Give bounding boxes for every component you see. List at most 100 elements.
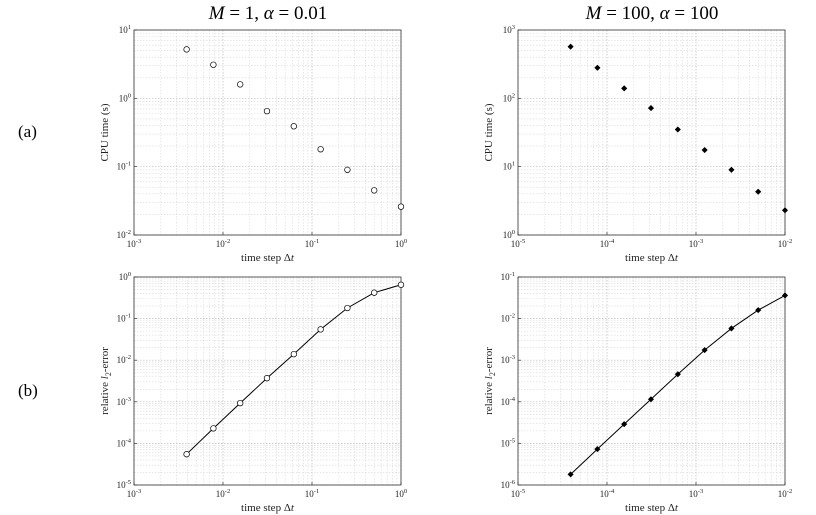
data-point <box>594 64 601 71</box>
y-tick-label: 100 <box>119 271 131 282</box>
data-point <box>397 281 405 288</box>
y-tick-label: 10-2 <box>117 354 131 365</box>
m-value: = 100, <box>606 3 655 24</box>
data-point <box>317 146 324 153</box>
grid <box>517 276 786 486</box>
data-point <box>674 371 681 378</box>
y-tick-label: 10-3 <box>117 396 131 407</box>
data-point <box>237 81 244 88</box>
y-tick-label: 103 <box>503 24 515 35</box>
data-point <box>210 61 217 68</box>
x-tick-label: 10-3 <box>689 488 703 499</box>
y-tick-label: 101 <box>503 161 515 172</box>
x-tick-label: 100 <box>395 488 407 499</box>
x-axis-label: time step Δt <box>625 252 679 264</box>
y-tick-label: 10-1 <box>117 161 131 172</box>
x-axis-label: time step Δt <box>625 502 679 514</box>
plot-frame <box>517 276 786 486</box>
x-tick-label: 10-4 <box>600 488 615 499</box>
m-symbol: M <box>208 3 225 24</box>
alpha-value: = 0.01 <box>278 3 328 24</box>
x-tick-label: 10-2 <box>216 488 230 499</box>
data-point <box>647 396 655 403</box>
y-tick-label: 10-1 <box>501 271 515 282</box>
x-axis-label: time step Δt <box>241 502 295 514</box>
data-point <box>317 326 324 333</box>
data-point <box>371 187 378 194</box>
tick-labels: 10-5 10-4 10-3 10-2 100 101 102 103 <box>503 24 792 249</box>
data-point <box>567 471 574 478</box>
column-title-left: M = 1, α = 0.01 <box>88 3 448 25</box>
data-point <box>183 46 190 53</box>
data-point <box>647 104 655 112</box>
x-tick-label: 100 <box>395 238 407 249</box>
y-tick-label: 10-2 <box>501 313 515 324</box>
alpha-value: = 100 <box>674 3 719 24</box>
alpha-symbol: α <box>263 3 274 24</box>
x-tick-label: 10-5 <box>511 238 525 249</box>
y-tick-label: 100 <box>503 229 515 240</box>
data-point <box>290 123 297 130</box>
x-tick-label: 10-1 <box>305 238 319 249</box>
data-point <box>183 451 190 458</box>
data-point <box>728 166 735 173</box>
data-point <box>263 375 271 382</box>
y-tick-label: 102 <box>503 92 515 103</box>
x-tick-label: 10-3 <box>127 488 141 499</box>
data-point <box>728 325 735 332</box>
data-point <box>781 207 789 214</box>
x-tick-label: 10-3 <box>689 238 703 249</box>
alpha-symbol: α <box>659 3 670 24</box>
y-tick-label: 10-5 <box>117 479 131 490</box>
tick-labels: 10-5 10-4 10-3 10-210-610-510-410-310-210-1 <box>501 271 793 499</box>
data-point <box>701 346 708 354</box>
grid <box>133 29 402 236</box>
data-point <box>701 146 708 154</box>
data-point <box>621 421 628 428</box>
data-point <box>210 425 217 432</box>
plot-frame <box>133 29 402 236</box>
y-tick-label: 100 <box>119 92 131 103</box>
data-point <box>371 289 378 296</box>
x-tick-label: 10-2 <box>778 238 792 249</box>
data-point <box>263 107 271 115</box>
data-point <box>755 306 762 314</box>
x-tick-label: 10-1 <box>305 488 319 499</box>
plot-frame <box>517 29 786 236</box>
y-tick-label: 10-2 <box>117 229 131 240</box>
y-tick-label: 10-5 <box>501 437 515 448</box>
grid <box>517 29 786 236</box>
data-point <box>344 166 351 173</box>
y-tick-label: 10-1 <box>117 313 131 324</box>
chart-a-right: 10-5 10-4 10-3 10-2 100 101 102 103 time step Δt… <box>483 24 792 264</box>
x-tick-label: 10-2 <box>216 238 230 249</box>
m-value: = 1, <box>229 3 260 24</box>
x-tick-label: 10-2 <box>778 488 792 499</box>
x-tick-label: 10-3 <box>127 238 141 249</box>
x-tick-label: 10-5 <box>511 488 525 499</box>
y-axis-label: relative l2-error <box>99 347 113 415</box>
data-point <box>290 350 297 358</box>
row-label-b: (b) <box>18 381 38 400</box>
data-point <box>237 399 244 407</box>
y-axis-label: relative l2-error <box>483 347 497 415</box>
data-point <box>621 85 628 92</box>
y-axis-label: CPU time (s) <box>483 103 495 161</box>
y-tick-label: 10-6 <box>501 479 516 490</box>
tick-labels: 10-3 10-2 10-1 100 10-5 10-4 10-3 10-2 10-1 100 <box>117 271 408 499</box>
y-axis-label: CPU time (s) <box>99 103 111 161</box>
data-point <box>397 203 405 210</box>
data-point <box>755 188 762 195</box>
m-symbol: M <box>585 3 602 24</box>
column-title-right: M = 100, α = 100 <box>472 3 816 25</box>
row-label-a: (a) <box>18 122 37 141</box>
chart-b-left: 10-3 10-2 10-1 100 10-5 10-4 10-3 10-2 10-1 100 ti… <box>99 271 407 514</box>
chart-b-right: 10-5 10-4 10-3 10-210-610-510-410-310-210-1… <box>483 271 792 514</box>
y-tick-label: 10-4 <box>501 396 516 407</box>
x-axis-label: time step Δt <box>241 252 295 264</box>
y-tick-label: 10-4 <box>117 437 132 448</box>
plot-frame <box>133 276 402 486</box>
